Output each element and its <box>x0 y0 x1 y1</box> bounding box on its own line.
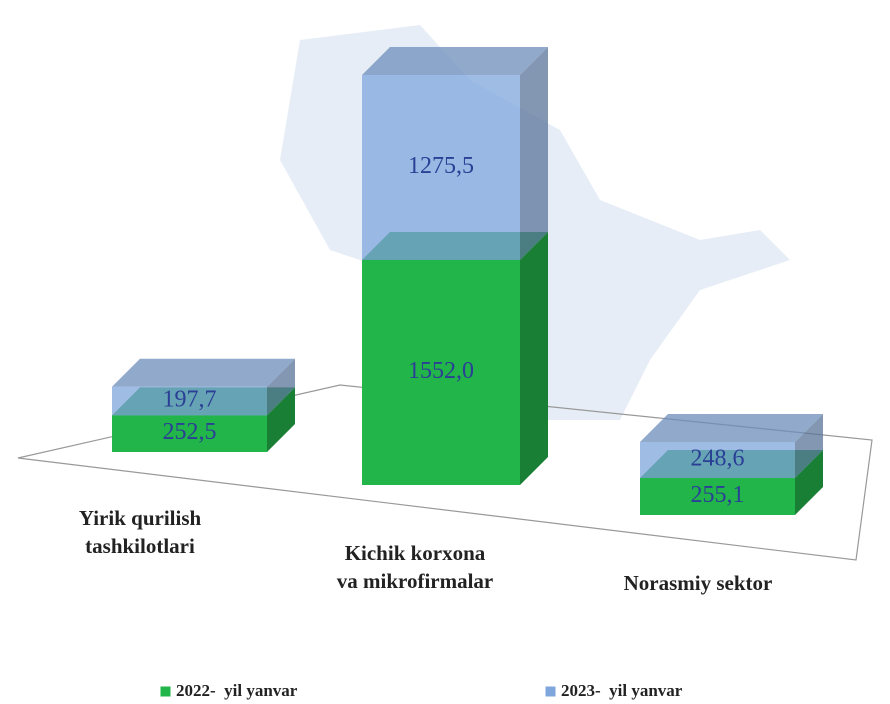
bar-top <box>640 413 823 442</box>
value-label: 197,7 <box>163 387 217 413</box>
value-label: 252,5 <box>163 419 217 445</box>
category-label: Norasmiy sektor <box>624 571 773 595</box>
legend-label: 2022- yil yanvar <box>176 681 298 700</box>
category-label: va mikrofirmalar <box>337 569 494 593</box>
value-label: 1275,5 <box>408 153 474 179</box>
category-label: Yirik qurilish <box>79 506 202 530</box>
bar-top <box>112 358 295 387</box>
bar-side <box>520 231 548 485</box>
legend-swatch <box>159 685 172 698</box>
bar-side <box>267 387 295 452</box>
bar <box>640 441 795 479</box>
value-label: 255,1 <box>691 482 745 508</box>
value-label: 1552,0 <box>408 358 474 384</box>
bar <box>112 386 267 416</box>
category-label: tashkilotlari <box>85 534 195 558</box>
bar-side <box>795 450 823 515</box>
bar-top <box>362 47 548 75</box>
bar-side <box>267 358 295 416</box>
category-label: Kichik korxona <box>345 541 486 565</box>
bar <box>112 415 267 452</box>
bar <box>640 478 795 515</box>
bar-side <box>795 413 823 479</box>
bar <box>362 75 520 260</box>
legend-label: 2023- yil yanvar <box>561 681 683 700</box>
value-label: 248,6 <box>691 445 745 471</box>
legend-swatch <box>544 685 557 698</box>
bar-side <box>520 47 548 260</box>
bar <box>362 259 520 485</box>
